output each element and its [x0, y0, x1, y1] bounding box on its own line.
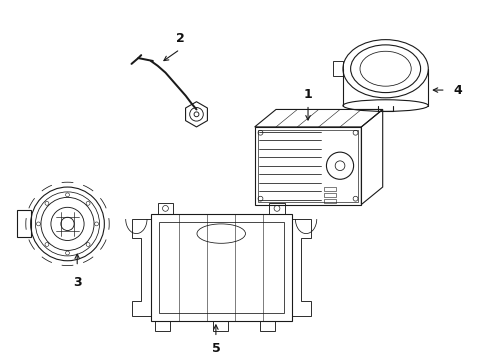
Bar — [332, 61, 342, 76]
Bar — [324, 193, 335, 197]
Text: 1: 1 — [303, 88, 312, 101]
Bar — [324, 199, 335, 203]
Bar — [155, 321, 170, 330]
Bar — [17, 210, 31, 238]
Text: 3: 3 — [73, 276, 81, 289]
Bar — [157, 203, 173, 214]
Bar — [324, 187, 335, 191]
Bar — [259, 321, 274, 330]
Text: 4: 4 — [452, 84, 461, 96]
Bar — [269, 203, 284, 214]
Text: 5: 5 — [211, 342, 220, 355]
Text: 2: 2 — [175, 32, 184, 45]
Bar — [213, 321, 228, 330]
